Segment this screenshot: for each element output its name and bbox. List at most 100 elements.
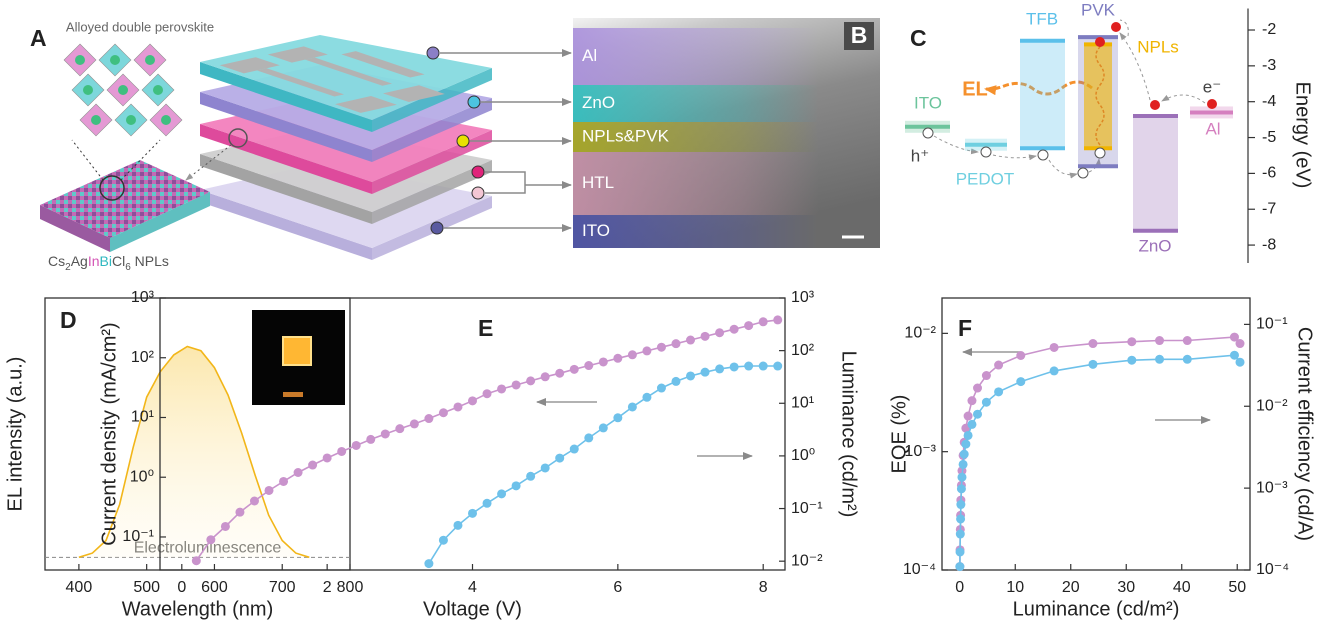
point xyxy=(294,468,303,477)
point xyxy=(308,461,317,470)
line xyxy=(960,355,1240,566)
point xyxy=(1155,336,1164,345)
panel-label: D xyxy=(60,307,77,333)
point xyxy=(1183,355,1192,364)
point xyxy=(1183,336,1192,345)
x-tick-label: 400 xyxy=(66,579,93,596)
point xyxy=(973,384,982,393)
y-tick-label: -2 xyxy=(1262,21,1276,38)
point xyxy=(439,408,448,417)
hole xyxy=(981,147,991,157)
layer-marker xyxy=(457,135,469,147)
point xyxy=(192,556,201,565)
x-axis-label: Voltage (V) xyxy=(423,598,522,620)
panel-label: C xyxy=(910,25,927,51)
point xyxy=(964,431,973,440)
atom xyxy=(75,55,85,65)
layer-label: ITO xyxy=(582,221,610,240)
point xyxy=(235,508,244,517)
point xyxy=(956,547,965,556)
point xyxy=(701,368,710,377)
atom xyxy=(126,115,136,125)
point xyxy=(279,477,288,486)
point xyxy=(967,420,976,429)
charge-path xyxy=(1120,20,1128,36)
electron xyxy=(1111,22,1121,32)
y-tick-label: -5 xyxy=(1262,129,1276,146)
point xyxy=(744,321,753,330)
layer-marker xyxy=(431,222,443,234)
point xyxy=(657,384,666,393)
atom xyxy=(118,85,128,95)
x-axis-label: Luminance (cd/m²) xyxy=(1013,598,1180,620)
point xyxy=(483,389,492,398)
band-gap xyxy=(1133,116,1178,231)
figure: A Alloyed double perovskite Cs2AgInBiCl6… xyxy=(0,0,1320,622)
point xyxy=(453,402,462,411)
point xyxy=(395,424,404,433)
x-tick-label: 700 xyxy=(269,579,296,596)
y-axis-label: EQE (%) xyxy=(888,395,910,474)
panel-b: AlZnONPLs&PVKHTLITOB xyxy=(573,18,880,248)
y-axis-label: EL intensity (a.u.) xyxy=(4,357,26,512)
x-tick-label: 4 xyxy=(468,579,477,596)
point xyxy=(424,559,433,568)
point xyxy=(956,500,965,509)
y2-tick-label: 10⁻¹ xyxy=(1256,316,1288,333)
point xyxy=(599,357,608,366)
point xyxy=(628,402,637,411)
y-tick-label: -6 xyxy=(1262,165,1276,182)
charge-path xyxy=(1049,160,1077,175)
y2-tick-label: 10⁻³ xyxy=(1256,479,1288,496)
x-tick-label: 20 xyxy=(1062,579,1080,596)
x-tick-label: 8 xyxy=(759,579,768,596)
electron xyxy=(1150,100,1160,110)
inset-emission xyxy=(283,337,311,365)
point xyxy=(541,463,550,472)
point xyxy=(730,325,739,334)
hole xyxy=(1038,150,1048,160)
y-tick-label: 10¹ xyxy=(131,409,154,426)
y-tick-label: 10⁰ xyxy=(130,468,154,485)
layer-label: HTL xyxy=(582,173,614,192)
point xyxy=(541,372,550,381)
point xyxy=(410,419,419,428)
y-tick-label: 10⁻² xyxy=(904,325,936,342)
point xyxy=(1016,351,1025,360)
point xyxy=(453,521,462,530)
point xyxy=(994,387,1003,396)
level-label: PVK xyxy=(1081,0,1116,19)
point xyxy=(512,380,521,389)
pointer xyxy=(485,172,525,193)
point xyxy=(497,384,506,393)
point xyxy=(352,441,361,450)
sem-band xyxy=(573,152,880,215)
x-tick-label: 800 xyxy=(337,579,364,596)
point xyxy=(584,433,593,442)
line xyxy=(960,337,1240,566)
x-tick-label: 500 xyxy=(133,579,160,596)
point xyxy=(730,362,739,371)
point xyxy=(960,450,969,459)
layer-marker xyxy=(427,47,439,59)
point xyxy=(686,336,695,345)
x-tick-label: 6 xyxy=(613,579,622,596)
material-label: Cs2AgInBiCl6 NPLs xyxy=(48,253,169,273)
y2-tick-label: 10⁻² xyxy=(791,552,823,569)
layer-marker xyxy=(472,166,484,178)
point xyxy=(1050,343,1059,352)
panel-label: E xyxy=(478,315,493,341)
point xyxy=(366,435,375,444)
x-tick-label: 50 xyxy=(1228,579,1246,596)
hole xyxy=(1095,148,1105,158)
band-gap xyxy=(1020,41,1065,149)
material-part: In xyxy=(88,253,100,269)
charge-path xyxy=(993,155,1036,158)
point xyxy=(1155,355,1164,364)
y-tick-label: 10² xyxy=(131,349,155,366)
material-part: NPLs xyxy=(131,253,169,269)
level-label: ITO xyxy=(914,93,942,112)
atom xyxy=(110,55,120,65)
point xyxy=(957,473,966,482)
point xyxy=(671,377,680,386)
